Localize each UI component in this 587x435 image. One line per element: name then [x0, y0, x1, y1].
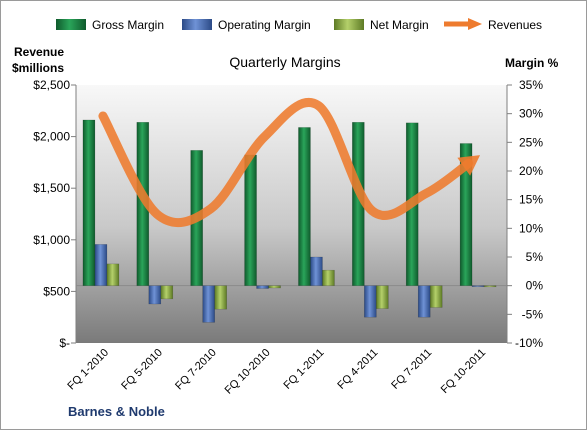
- bar-operating-margin: [148, 285, 162, 305]
- bar-gross-margin: [82, 119, 96, 286]
- bar-operating-margin: [94, 244, 108, 286]
- bar-net-margin: [106, 263, 120, 286]
- revenue-line-series: [98, 98, 481, 227]
- bar-operating-margin: [417, 285, 431, 318]
- revenue-line: [98, 98, 474, 227]
- bar-net-margin: [429, 285, 443, 308]
- bar-operating-margin: [364, 285, 377, 318]
- right-axis-title: Margin %: [505, 56, 559, 70]
- legend-swatch-operating-margin: [182, 19, 212, 30]
- legend-label-operating-margin: Operating Margin: [218, 18, 311, 32]
- bar-operating-margin: [256, 285, 269, 289]
- right-tick-label: 15%: [519, 193, 543, 207]
- bar-gross-margin: [244, 154, 257, 286]
- right-axis-ticks: -10% -5% 0% 5% 10% 15% 20% 25% 30% 35%: [506, 78, 544, 350]
- company-name: Barnes & Noble: [68, 404, 165, 419]
- bar-operating-margin: [202, 285, 215, 323]
- legend-arrowhead-revenues: [468, 18, 482, 30]
- bar-net-margin: [160, 285, 174, 300]
- bar-net-margin: [268, 285, 281, 289]
- legend-label-net-margin: Net Margin: [370, 18, 429, 32]
- right-tick-label: 25%: [519, 135, 543, 149]
- bar-net-margin: [322, 269, 335, 286]
- left-tick-label: $2,000: [33, 130, 70, 144]
- left-tick-label: $1,500: [33, 181, 70, 195]
- bar-net-margin: [214, 285, 227, 310]
- chart-title: Quarterly Margins: [229, 54, 340, 70]
- bar-operating-margin: [471, 285, 485, 287]
- revenue-arrowhead: [457, 155, 481, 176]
- right-tick-label: -5%: [522, 307, 544, 321]
- legend-swatch-gross-margin: [56, 19, 86, 30]
- left-tick-label: $500: [43, 284, 70, 298]
- bar-operating-margin: [310, 256, 323, 286]
- bar-series: [76, 119, 507, 323]
- bar-net-margin: [376, 285, 389, 309]
- right-tick-label: 35%: [519, 78, 543, 92]
- right-tick-label: 10%: [519, 221, 543, 235]
- left-axis-title-line2: $millions: [12, 61, 64, 75]
- left-axis-title-line1: Revenue: [14, 45, 64, 59]
- legend-label-gross-margin: Gross Margin: [92, 18, 164, 32]
- left-tick-label: $-: [59, 336, 70, 350]
- legend-swatch-net-margin: [334, 19, 364, 30]
- right-tick-label: 20%: [519, 164, 543, 178]
- legend-label-revenues: Revenues: [488, 18, 542, 32]
- left-tick-label: $1,000: [33, 233, 70, 247]
- legend: Gross Margin Operating Margin Net Margin…: [56, 18, 542, 32]
- right-tick-label: 30%: [519, 107, 543, 121]
- left-tick-label: $2,500: [33, 78, 70, 92]
- bar-net-margin: [483, 285, 497, 288]
- left-axis-ticks: $- $500 $1,000 $1,500 $2,000 $2,500: [33, 78, 77, 350]
- right-tick-label: 5%: [526, 250, 544, 264]
- bar-gross-margin: [459, 143, 473, 286]
- bar-gross-margin: [298, 127, 311, 286]
- right-tick-label: 0%: [526, 279, 544, 293]
- right-tick-label: -10%: [515, 336, 543, 350]
